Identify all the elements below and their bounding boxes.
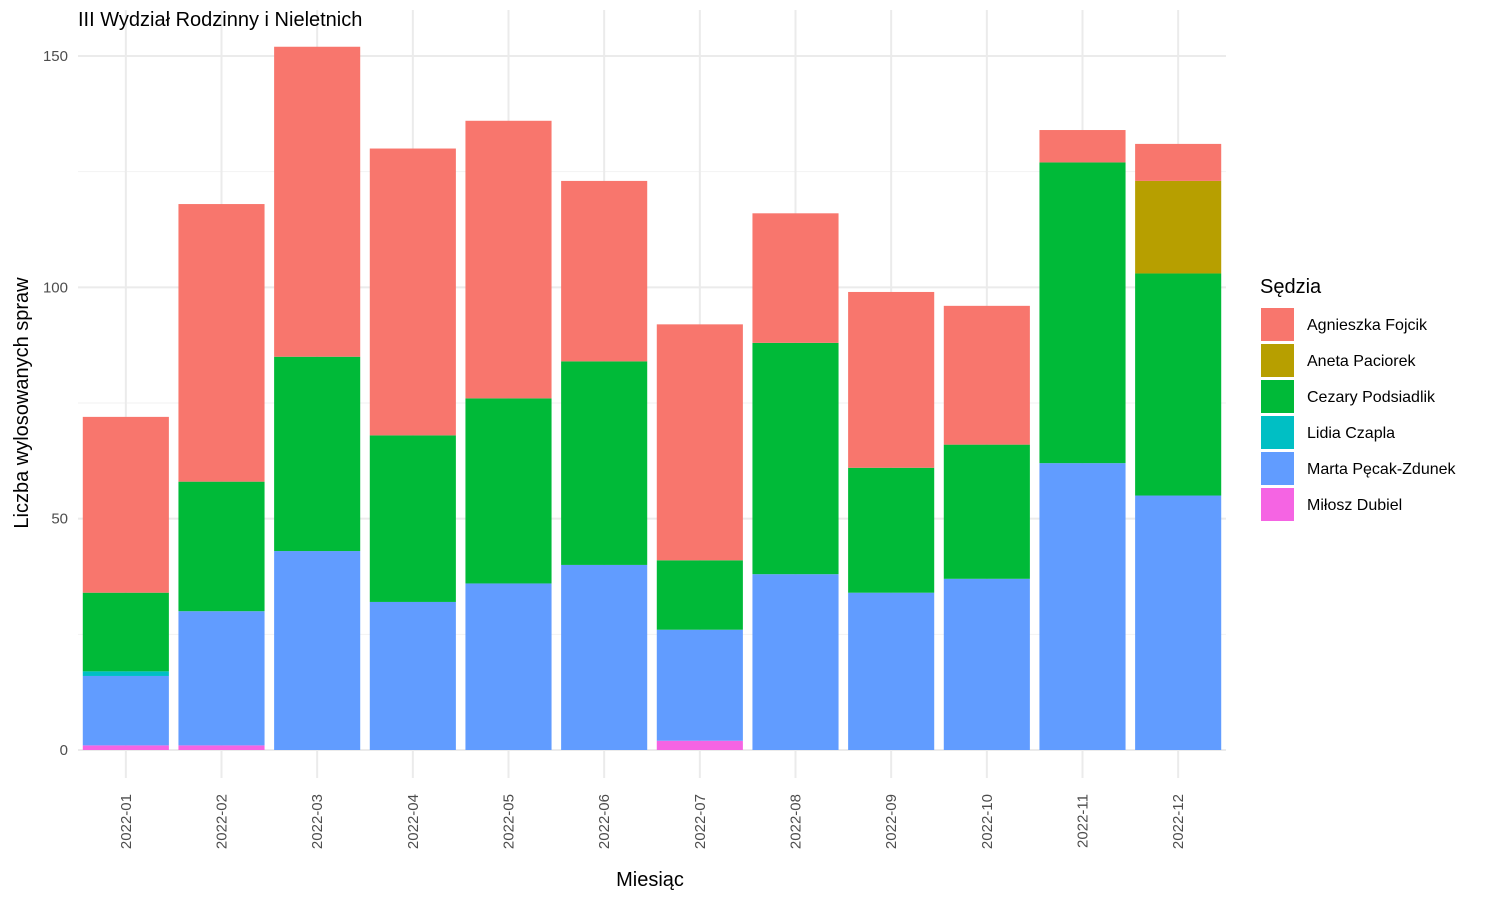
bar-segment-2022-01-lidia-czapla (82, 671, 169, 676)
bar-segment-2022-07-agnieszka-fojcik (656, 324, 743, 561)
x-tick-label: 2022-06 (596, 794, 613, 849)
bar-segment-2022-05-cezary-podsiadlik (465, 398, 552, 584)
bar-segment-2022-10-marta-pęcak-zdunek (943, 578, 1030, 750)
bar-segment-2022-03-cezary-podsiadlik (274, 356, 361, 552)
legend-label: Agnieszka Fojcik (1307, 317, 1428, 334)
bar-segment-2022-01-marta-pęcak-zdunek (82, 675, 169, 746)
bar-segment-2022-12-cezary-podsiadlik (1135, 273, 1222, 496)
y-tick-label: 100 (43, 279, 68, 296)
bar-segment-2022-01-miłosz-dubiel (82, 745, 169, 750)
legend-label: Aneta Paciorek (1307, 353, 1417, 370)
legend-label: Marta Pęcak-Zdunek (1307, 461, 1457, 478)
bar-segment-2022-02-agnieszka-fojcik (178, 204, 265, 482)
y-tick-label: 0 (60, 742, 68, 759)
y-axis-ticks: 0 50 100 150 (43, 48, 68, 759)
bar-segment-2022-09-cezary-podsiadlik (848, 467, 935, 593)
bar-segment-2022-03-agnieszka-fojcik (274, 46, 361, 357)
x-tick-label: 2022-05 (501, 794, 518, 849)
legend-label: Lidia Czapla (1307, 425, 1395, 442)
x-tick-label: 2022-12 (1170, 794, 1187, 849)
bar-segment-2022-09-agnieszka-fojcik (848, 291, 935, 468)
bar-segment-2022-12-aneta-paciorek (1135, 180, 1222, 274)
x-tick-label: 2022-10 (979, 794, 996, 849)
bar-segment-2022-06-agnieszka-fojcik (561, 180, 648, 362)
legend-key (1261, 452, 1294, 485)
x-axis-ticks: 2022-01 2022-02 2022-03 2022-04 2022-05 2022-… (118, 794, 1187, 849)
bar-segment-2022-08-marta-pęcak-zdunek (752, 574, 839, 750)
bars (82, 46, 1222, 750)
bar-segment-2022-01-agnieszka-fojcik (82, 416, 169, 593)
x-tick-label: 2022-11 (1075, 794, 1092, 848)
bar-segment-2022-05-marta-pęcak-zdunek (465, 583, 552, 750)
bar-segment-2022-06-marta-pęcak-zdunek (561, 564, 648, 750)
bar-segment-2022-07-cezary-podsiadlik (656, 560, 743, 630)
bar-segment-2022-08-agnieszka-fojcik (752, 213, 839, 343)
bar-segment-2022-03-marta-pęcak-zdunek (274, 551, 361, 750)
bar-segment-2022-11-agnieszka-fojcik (1039, 130, 1126, 163)
legend-key (1261, 488, 1294, 521)
x-tick-label: 2022-03 (309, 794, 326, 849)
bar-segment-2022-02-cezary-podsiadlik (178, 481, 265, 612)
bar-segment-2022-09-marta-pęcak-zdunek (848, 592, 935, 750)
bar-segment-2022-08-cezary-podsiadlik (752, 342, 839, 575)
bar-segment-2022-11-marta-pęcak-zdunek (1039, 463, 1126, 750)
bar-segment-2022-02-marta-pęcak-zdunek (178, 611, 265, 746)
legend: Sędzia Agnieszka Fojcik Aneta Paciorek Cez… (1260, 276, 1457, 521)
x-axis-title: Miesiąc (616, 869, 684, 891)
legend-key (1261, 308, 1294, 341)
bar-segment-2022-02-miłosz-dubiel (178, 745, 265, 750)
legend-label: Miłosz Dubiel (1307, 497, 1402, 514)
bar-segment-2022-12-marta-pęcak-zdunek (1135, 495, 1222, 750)
legend-label: Cezary Podsiadlik (1307, 389, 1436, 406)
chart-title: III Wydział Rodzinny i Nieletnich (78, 9, 362, 31)
bar-segment-2022-04-cezary-podsiadlik (369, 435, 456, 602)
y-tick-label: 150 (43, 48, 68, 65)
legend-key (1261, 416, 1294, 449)
bar-segment-2022-11-cezary-podsiadlik (1039, 162, 1126, 464)
bar-segment-2022-01-cezary-podsiadlik (82, 592, 169, 672)
legend-key (1261, 344, 1294, 377)
bar-segment-2022-10-agnieszka-fojcik (943, 305, 1030, 445)
y-axis-title: Liczba wylosowanych spraw (11, 277, 33, 529)
x-tick-label: 2022-08 (788, 794, 805, 849)
x-tick-label: 2022-09 (883, 794, 900, 849)
bar-segment-2022-07-miłosz-dubiel (656, 740, 743, 750)
x-tick-label: 2022-02 (214, 794, 231, 849)
bar-segment-2022-05-agnieszka-fojcik (465, 120, 552, 399)
bar-segment-2022-07-marta-pęcak-zdunek (656, 629, 743, 741)
bar-segment-2022-06-cezary-podsiadlik (561, 361, 648, 565)
legend-key (1261, 380, 1294, 413)
legend-title: Sędzia (1260, 276, 1322, 298)
x-tick-label: 2022-07 (692, 794, 709, 849)
bar-segment-2022-10-cezary-podsiadlik (943, 444, 1030, 579)
x-tick-label: 2022-04 (405, 794, 422, 849)
bar-segment-2022-04-agnieszka-fojcik (369, 148, 456, 436)
bar-segment-2022-04-marta-pęcak-zdunek (369, 601, 456, 750)
y-tick-label: 50 (51, 511, 68, 528)
bar-segment-2022-12-agnieszka-fojcik (1135, 143, 1222, 181)
x-tick-label: 2022-01 (118, 794, 135, 849)
